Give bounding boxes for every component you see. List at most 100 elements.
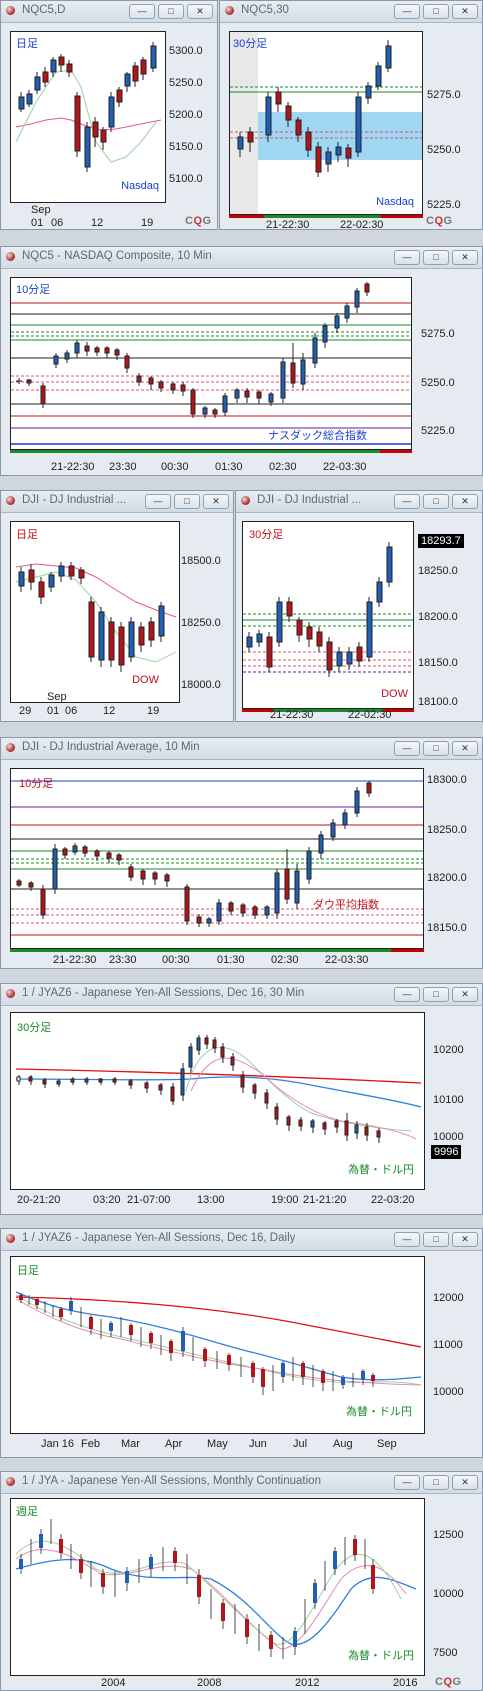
instrument-label: 為替・ドル円 [348,1650,414,1662]
x-tick: 03:20 [93,1194,121,1206]
cqg-app-icon[interactable] [6,252,15,261]
cqg-app-icon[interactable] [6,1234,15,1243]
x-tick: 13:00 [197,1194,225,1206]
cqg-app-icon[interactable] [241,496,250,505]
minimize-button[interactable]: — [394,1475,420,1490]
timeframe-label: 30分足 [17,1022,52,1034]
restore-button[interactable]: □ [174,494,200,509]
y-tick: 11000 [433,1339,463,1351]
cqg-app-icon[interactable] [6,989,15,998]
close-button[interactable]: ✕ [452,1232,478,1247]
window-title: DJI - DJ Industrial ... [257,494,362,506]
dji-30min-plot[interactable]: 30分足 DOW [242,521,414,709]
jy-monthly-plot[interactable]: 週足 為替・ドル円 [10,1498,425,1676]
x-tick: 00:30 [161,461,189,473]
minimize-button[interactable]: — [394,4,420,19]
x-tick: 22-03:20 [371,1194,415,1206]
cqg-app-icon[interactable] [6,1477,15,1486]
instrument-label: ダウ平均指数 [313,899,379,911]
restore-button[interactable]: □ [423,250,449,265]
timeframe-label: 日足 [17,1265,39,1277]
minimize-button[interactable]: — [145,494,171,509]
nqc-30min-chart [230,32,422,214]
minimize-button[interactable]: — [129,4,155,19]
x-tick: Sep [377,1438,397,1450]
close-button[interactable]: ✕ [452,4,478,19]
x-tick: 02:30 [271,954,299,966]
timeframe-label: 30分足 [233,38,268,50]
close-button[interactable]: ✕ [203,494,229,509]
dji-daily-plot[interactable]: 日足 DOW [10,521,180,703]
x-tick: 12 [103,705,116,717]
jy-30min-window[interactable]: 1 / JYAZ6 - Japanese Yen-All Sessions, D… [0,983,483,1215]
nqc-30min-window[interactable]: NQC5,30 — □ ✕ [219,0,483,230]
window-title: 1 / JYAZ6 - Japanese Yen-All Sessions, D… [22,1232,296,1244]
minimize-button[interactable]: — [394,1232,420,1247]
dji-10min-titlebar[interactable]: DJI - DJ Industrial Average, 10 Min — □ … [1,738,482,760]
nqc-daily-plot[interactable]: 日足 Nasdaq [10,31,166,203]
jy-daily-titlebar[interactable]: 1 / JYAZ6 - Japanese Yen-All Sessions, D… [1,1229,482,1251]
restore-button[interactable]: □ [423,741,449,756]
minimize-button[interactable]: — [394,741,420,756]
nqc-10min-titlebar[interactable]: NQC5 - NASDAQ Composite, 10 Min — □ ✕ [1,247,482,269]
cqg-app-icon[interactable] [6,743,15,752]
cqg-app-icon[interactable] [6,6,15,15]
x-tick: Jun [249,1438,267,1450]
dji-10min-plot[interactable]: 10分足 ダウ平均指数 [10,768,424,949]
nqc-10min-plot[interactable]: 10分足 ナスダック総合指数 [10,277,412,450]
nqc-daily-window[interactable]: NQC5,D — □ ✕ [0,0,218,230]
y-tick: 10100 [433,1094,464,1106]
jy-30min-titlebar[interactable]: 1 / JYAZ6 - Japanese Yen-All Sessions, D… [1,984,482,1006]
timeframe-label: 30分足 [249,529,284,541]
jy-daily-window[interactable]: 1 / JYAZ6 - Japanese Yen-All Sessions, D… [0,1228,483,1458]
window-title: NQC5,D [22,4,66,16]
y-tick: 5225.0 [421,425,455,437]
jy-monthly-titlebar[interactable]: 1 / JYA - Japanese Yen-All Sessions, Mon… [1,1472,482,1494]
y-tick: 18500.0 [181,555,221,567]
instrument-label: 為替・ドル円 [348,1164,414,1176]
close-button[interactable]: ✕ [452,987,478,1002]
nqc-daily-titlebar[interactable]: NQC5,D — □ ✕ [1,1,217,23]
minimize-button[interactable]: — [394,987,420,1002]
close-button[interactable]: ✕ [452,741,478,756]
cqg-app-icon[interactable] [225,6,234,15]
x-tick: 22-03:30 [325,954,369,966]
y-tick: 10000 [433,1386,464,1398]
dji-30min-titlebar[interactable]: DJI - DJ Industrial ... — □ ✕ [236,491,482,513]
session-strip [10,949,424,952]
restore-button[interactable]: □ [158,4,184,19]
close-button[interactable]: ✕ [187,4,213,19]
restore-button[interactable]: □ [423,1475,449,1490]
minimize-button[interactable]: — [394,250,420,265]
jy-daily-plot[interactable]: 日足 為替・ドル円 [10,1256,425,1434]
x-tick: 2016 [393,1677,418,1689]
cqg-app-icon[interactable] [6,496,15,505]
jy-30min-plot[interactable]: 30分足 為替・ドル円 [10,1012,425,1190]
x-tick: Feb [81,1438,100,1450]
restore-button[interactable]: □ [423,4,449,19]
nqc-10min-window[interactable]: NQC5 - NASDAQ Composite, 10 Min — □ ✕ [0,246,483,476]
restore-button[interactable]: □ [423,1232,449,1247]
close-button[interactable]: ✕ [452,494,478,509]
dji-daily-titlebar[interactable]: DJI - DJ Industrial ... — □ ✕ [1,491,233,513]
nqc-30min-titlebar[interactable]: NQC5,30 — □ ✕ [220,1,482,23]
y-tick: 5150.0 [169,141,203,153]
dji-10min-window[interactable]: DJI - DJ Industrial Average, 10 Min — □ … [0,737,483,969]
session-strip [229,215,423,218]
minimize-button[interactable]: — [394,494,420,509]
x-tick: 2012 [295,1677,320,1689]
y-tick: 18250.0 [181,617,221,629]
close-button[interactable]: ✕ [452,1475,478,1490]
restore-button[interactable]: □ [423,494,449,509]
y-tick: 12500 [433,1529,464,1541]
dji-30min-window[interactable]: DJI - DJ Industrial ... — □ ✕ [235,490,483,722]
restore-button[interactable]: □ [423,987,449,1002]
x-tick: Mar [121,1438,140,1450]
y-tick: 18100.0 [418,696,458,708]
x-tick: 21-21:20 [303,1194,347,1206]
nqc-30min-plot[interactable]: 30分足 Nasdaq [229,31,423,215]
last-price-label: 9996 [431,1145,462,1159]
dji-daily-window[interactable]: DJI - DJ Industrial ... — □ ✕ [0,490,234,722]
close-button[interactable]: ✕ [452,250,478,265]
jy-monthly-window[interactable]: 1 / JYA - Japanese Yen-All Sessions, Mon… [0,1471,483,1691]
